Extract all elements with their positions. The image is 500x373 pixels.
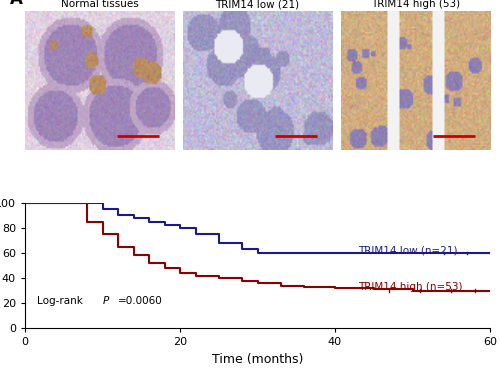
Text: Log-rank: Log-rank xyxy=(36,296,86,305)
Title: CRC tissues
TRIM14 low (21): CRC tissues TRIM14 low (21) xyxy=(216,0,300,9)
Title: CRC tissues
TRIM14 high (53): CRC tissues TRIM14 high (53) xyxy=(371,0,460,9)
Text: TRIM14 high (n=53): TRIM14 high (n=53) xyxy=(358,282,463,292)
Text: =0.0060: =0.0060 xyxy=(118,296,163,305)
Text: A: A xyxy=(10,0,23,8)
Text: TRIM14 low (n=21): TRIM14 low (n=21) xyxy=(358,245,458,256)
X-axis label: Time (months): Time (months) xyxy=(212,353,303,366)
Title: Normal tissues: Normal tissues xyxy=(60,0,138,9)
Text: P: P xyxy=(102,296,109,305)
